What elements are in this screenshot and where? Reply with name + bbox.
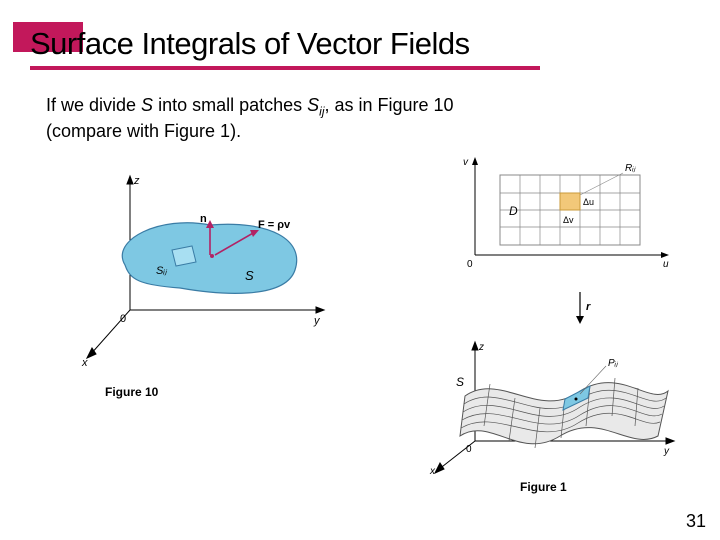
header-underline (30, 66, 540, 70)
text-1b: into small patches (153, 95, 307, 115)
figure-1-bottom: z x y 0 S Pᵢⱼ (420, 336, 680, 476)
slide-header: Surface Integrals of Vector Fields (0, 22, 720, 72)
bx-label: x (429, 466, 436, 476)
origin-label-top: 0 (467, 259, 473, 270)
wavy-surface (460, 383, 668, 444)
axis-x-label: x (81, 357, 88, 369)
r-label: r (586, 301, 591, 313)
pij-label: Pᵢⱼ (608, 358, 619, 369)
rij-label: Rᵢⱼ (625, 163, 636, 174)
figure-1-top: u v 0 D Rᵢⱼ Δu Δv (455, 155, 675, 270)
n-label: n (200, 213, 207, 225)
figure-1-caption: Figure 1 (520, 480, 567, 494)
by-label: y (663, 446, 670, 457)
f-label: F = ρv (258, 219, 291, 231)
v-axis-label: v (463, 157, 469, 168)
text-1a: If we divide (46, 95, 141, 115)
patch-sij (172, 246, 196, 266)
du-label: Δu (583, 197, 594, 207)
sij-label: Sᵢⱼ (156, 265, 168, 277)
axis-z-label: z (133, 175, 140, 187)
text-S: S (141, 95, 153, 115)
dv-label: Δv (563, 215, 574, 225)
surface-s-label: S (245, 268, 254, 283)
text-Sij: S (307, 95, 319, 115)
slide-title: Surface Integrals of Vector Fields (30, 26, 470, 62)
text-1c: , as in Figure 10 (325, 95, 454, 115)
text-2: (compare with Figure 1). (46, 121, 241, 141)
d-label: D (509, 204, 518, 218)
bs-label: S (456, 375, 464, 389)
body-paragraph: If we divide S into small patches Sij, a… (46, 94, 454, 144)
figure-10-caption: Figure 10 (105, 385, 158, 399)
origin-label: 0 (120, 313, 126, 325)
axis-y-label: y (313, 315, 321, 327)
figure-10: z x y 0 Sᵢⱼ n F = ρv S (70, 170, 330, 370)
bz-label: z (478, 342, 484, 353)
highlighted-cell (560, 193, 580, 210)
page-number: 31 (686, 511, 706, 532)
figure-1-mapping-arrow: r (560, 288, 600, 328)
u-axis-label: u (663, 259, 669, 270)
borigin-label: 0 (466, 444, 472, 455)
